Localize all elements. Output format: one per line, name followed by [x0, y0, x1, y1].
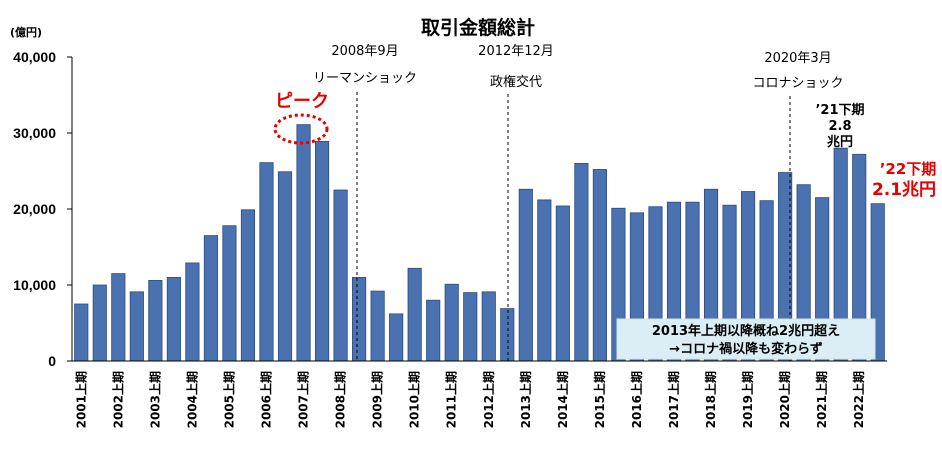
event-label: 政権交代: [490, 74, 542, 90]
x-tick-label: 2014上期: [555, 371, 570, 428]
y-tick-label: 40,000: [13, 49, 56, 65]
bar-2013上期: [518, 188, 533, 362]
bar-2011上期: [444, 283, 459, 362]
bar-2011下期: [463, 292, 478, 362]
event-label: コロナショック: [752, 76, 843, 91]
bar-2002下期: [129, 291, 144, 362]
bar-2003上期: [148, 280, 163, 362]
y-axis-unit: (億円): [10, 25, 42, 39]
bar-2007上期: [296, 124, 311, 362]
event-date: 2008年9月: [331, 44, 398, 59]
bar-2013下期: [537, 199, 552, 362]
x-tick-label: 2003上期: [147, 371, 162, 428]
axes: [71, 57, 887, 362]
note-line2: →コロナ禍以降も変わらず: [669, 341, 823, 357]
x-tick-label: 2008上期: [333, 371, 348, 428]
bar-2008下期: [352, 276, 367, 362]
note-box: [616, 318, 876, 360]
bar-2009上期: [370, 290, 385, 362]
bar-2010上期: [407, 267, 422, 362]
x-tick-label: 2011上期: [444, 371, 459, 428]
y-axis-ticks: 0 10,000 20,000 30,000 40,000: [13, 49, 72, 369]
bars-group: [74, 124, 885, 362]
x-axis-ticks: 2001上期 2002上期 2003上期 2004上期 2005上期 2006上期 2007…: [73, 371, 866, 428]
bar-2007下期: [314, 140, 330, 362]
x-tick-label: 2004上期: [184, 371, 199, 428]
x-tick-label: 2006上期: [258, 371, 273, 428]
bar-2010下期: [426, 299, 441, 362]
x-tick-label: 2017上期: [666, 371, 681, 428]
peak-circle: [273, 113, 329, 145]
label-21-line3: 兆円: [827, 134, 853, 150]
label-22-line2: 2.1兆円: [872, 180, 936, 200]
y-tick-label: 30,000: [13, 125, 56, 141]
x-tick-label: 2012上期: [481, 371, 496, 428]
y-tick-label: 10,000: [13, 277, 56, 293]
peak-label: ピーク: [275, 91, 329, 112]
bar-2015上期: [592, 169, 607, 362]
bar-2009下期: [389, 313, 404, 362]
bar-2001上期: [74, 303, 89, 362]
bar-2008上期: [333, 189, 348, 362]
x-tick-label: 2001上期: [73, 371, 88, 428]
bar-2004上期: [185, 262, 200, 362]
bar-2006上期: [259, 162, 274, 362]
label-21-line2: 2.8: [828, 119, 851, 134]
bar-2004下期: [203, 235, 218, 362]
bar-2014上期: [555, 205, 570, 362]
x-tick-label: 2019上期: [740, 371, 755, 428]
event-date: 2020年3月: [764, 51, 831, 66]
bar-2014下期: [574, 162, 589, 362]
event-date: 2012年12月: [478, 44, 554, 59]
note-line1: 2013年上期以降概ね2兆円超え: [652, 323, 840, 339]
bar-2006下期: [277, 171, 293, 362]
x-tick-label: 2020上期: [777, 371, 792, 428]
bar-2001下期: [92, 284, 107, 362]
x-tick-label: 2016上期: [629, 371, 644, 428]
bar-2012上期: [481, 291, 496, 362]
event-label: リーマンショック: [313, 71, 417, 86]
y-tick-label: 20,000: [13, 201, 56, 217]
bar-2005下期: [240, 209, 256, 362]
bar-2003下期: [166, 276, 181, 362]
label-21-line1: ’21下期: [815, 103, 864, 118]
x-tick-label: 2013上期: [518, 371, 533, 428]
y-tick-label: 0: [48, 353, 56, 369]
x-tick-label: 2007上期: [296, 371, 311, 428]
x-tick-label: 2022上期: [851, 371, 866, 428]
x-tick-label: 2021上期: [814, 371, 829, 428]
label-22-line1: ’22下期: [880, 160, 937, 178]
x-tick-label: 2009上期: [370, 371, 385, 428]
x-tick-label: 2015上期: [592, 371, 607, 428]
bar-2002上期: [111, 273, 126, 362]
bar-2005上期: [222, 225, 237, 362]
chart-title: 取引金額総計: [421, 16, 535, 39]
x-tick-label: 2005上期: [221, 371, 236, 428]
bar-2012下期: [500, 308, 515, 362]
x-tick-label: 2010上期: [407, 371, 422, 428]
x-tick-label: 2018上期: [703, 371, 718, 428]
x-tick-label: 2002上期: [110, 371, 125, 428]
